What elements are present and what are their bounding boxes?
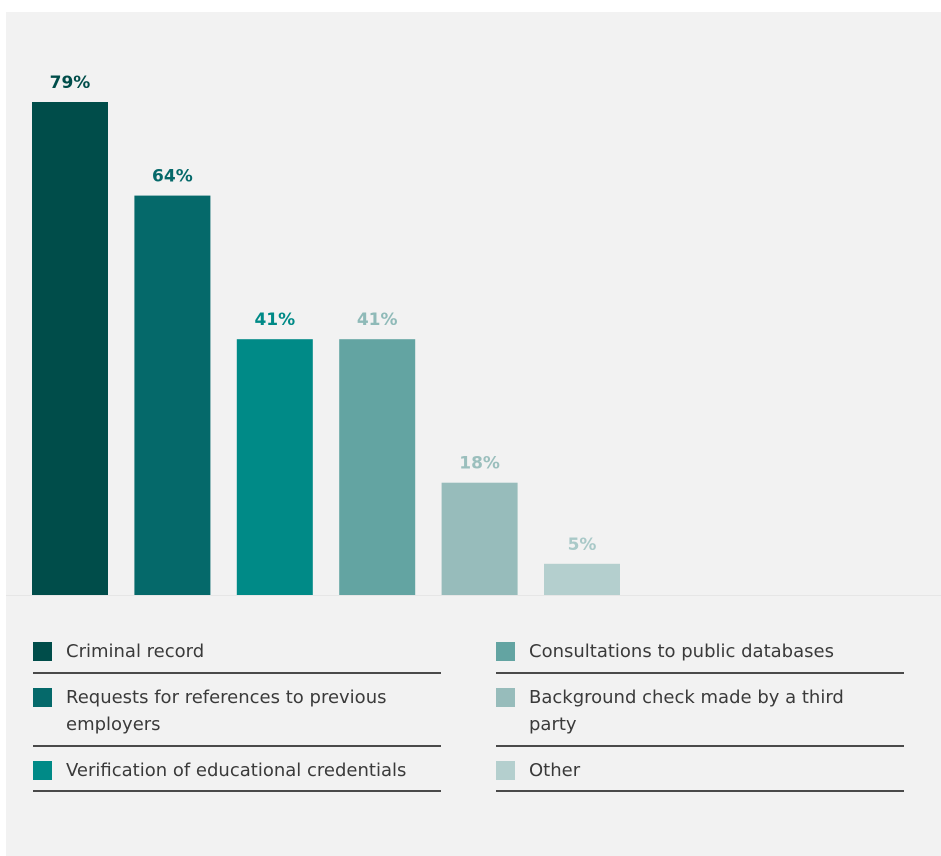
bar-chart: 79% 64% 41% 41% 18% 5%	[6, 73, 941, 596]
data-label-1: 79%	[50, 73, 91, 93]
data-label-5: 18%	[459, 454, 500, 474]
bar-5	[441, 482, 518, 595]
bar-2	[134, 195, 211, 595]
data-label-4: 41%	[357, 310, 398, 330]
bar-6	[544, 563, 620, 595]
bar-1	[32, 102, 108, 595]
bar-3	[236, 339, 313, 595]
data-label-3: 41%	[254, 310, 295, 330]
bar-4	[339, 339, 416, 595]
data-label-6: 5%	[568, 535, 597, 555]
data-label-2: 64%	[152, 167, 193, 187]
